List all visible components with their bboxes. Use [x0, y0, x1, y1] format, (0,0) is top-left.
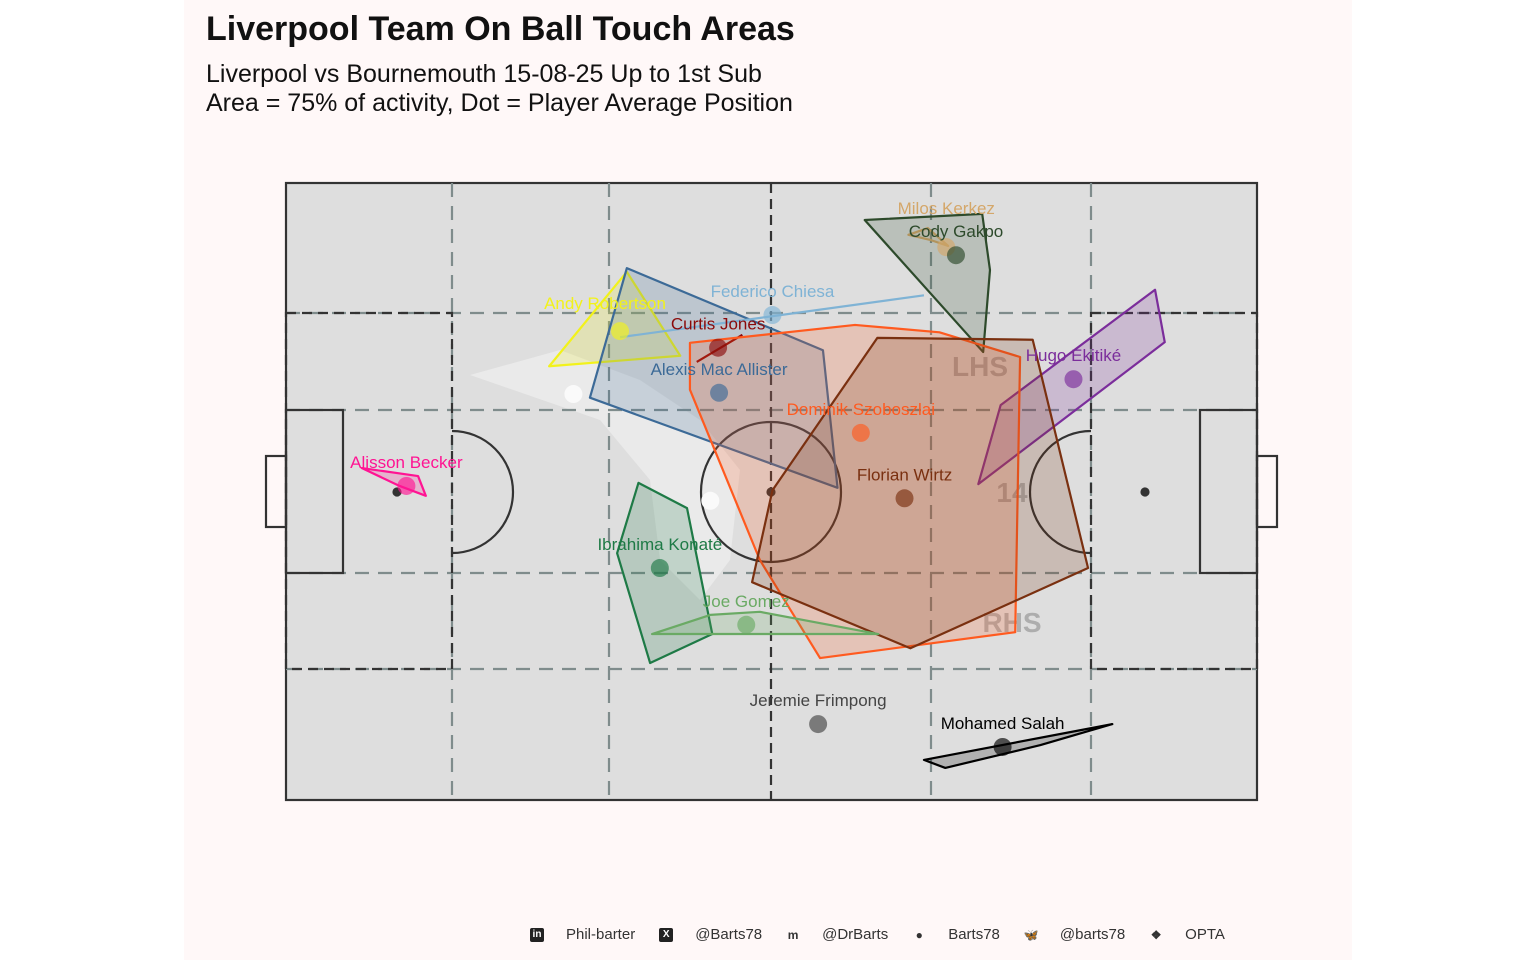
right-penalty-spot — [1140, 487, 1150, 497]
dot-alisson-becker — [397, 476, 416, 495]
chart-title: Liverpool Team On Ball Touch Areas — [206, 10, 795, 48]
bluesky-icon: 🦋 — [1023, 927, 1039, 942]
label-curtis-jones: Curtis Jones — [671, 315, 765, 334]
dot-dominik-szoboszlai — [851, 423, 870, 442]
label-andy-robertson: Andy Robertson — [544, 294, 666, 313]
footer-text: Phil-barter — [566, 926, 636, 943]
player-areas — [360, 212, 1166, 770]
dot-federico-chiesa — [763, 306, 782, 325]
x-icon: X — [659, 927, 674, 942]
footer-text: Barts78 — [948, 926, 1000, 943]
dot-jeremie-frimpong — [809, 715, 828, 734]
label-hugo-ekitike: Hugo Ekitiké — [1026, 346, 1121, 365]
centre-circle — [699, 420, 843, 564]
label-florian-wirtz: Florian Wirtz — [857, 465, 952, 484]
dot-hugo-ekitike — [1064, 370, 1083, 389]
zone-label-14: 14 — [996, 477, 1028, 508]
player-dots — [397, 238, 1083, 756]
label-joe-gomez: Joe Gomez — [703, 592, 790, 611]
right-d-arc — [1028, 429, 1092, 555]
dot-alexis-mac-allister — [710, 383, 729, 402]
right-goal — [1255, 454, 1279, 529]
area-alexis-mac-allister — [588, 267, 839, 489]
linkedin-icon: in — [530, 927, 544, 942]
dot-joe-gomez — [737, 615, 756, 634]
dot-andy-robertson — [611, 322, 630, 341]
label-dominik-szoboszlai: Dominik Szoboszlai — [787, 400, 935, 419]
touch-heatmap — [470, 350, 740, 600]
chart-subtitle-2: Area = 75% of activity, Dot = Player Ave… — [206, 89, 793, 117]
dot-ibrahima-konate — [650, 559, 669, 578]
player-labels: Alisson Becker Andy Robertson Alexis Mac A… — [350, 199, 1121, 733]
area-mohamed-salah — [922, 723, 1114, 770]
left-d-arc — [451, 429, 515, 555]
label-mohamed-salah: Mohamed Salah — [941, 714, 1065, 733]
label-federico-chiesa: Federico Chiesa — [711, 282, 835, 301]
dot-cody-gakpo — [946, 246, 965, 265]
mastodon-icon: m — [787, 927, 799, 942]
label-alisson-becker: Alisson Becker — [350, 453, 463, 472]
footer-text: @DrBarts — [822, 926, 889, 943]
area-andy-robertson — [548, 270, 682, 368]
area-florian-wirtz — [750, 336, 1090, 650]
dropbox-icon: ❖ — [1150, 927, 1162, 942]
label-ibrahima-konate: Ibrahima Konaté — [597, 535, 722, 554]
footer: in Phil-barter X @Barts78 m @DrBarts ● Barts78 🦋… — [530, 926, 1249, 943]
area-joe-gomez — [650, 610, 880, 636]
github-icon: ● — [915, 927, 923, 942]
label-jeremie-frimpong: Jeremie Frimpong — [750, 691, 887, 710]
label-alexis-mac-allister: Alexis Mac Allister — [651, 360, 788, 379]
unlabeled-dot — [701, 491, 720, 510]
label-cody-gakpo: Cody Gakpo — [909, 222, 1004, 241]
chart-subtitle-1: Liverpool vs Bournemouth 15-08-25 Up to … — [206, 60, 762, 88]
dot-curtis-jones — [709, 338, 728, 357]
footer-text: @Barts78 — [695, 926, 763, 943]
left-goal — [264, 454, 288, 529]
dot-florian-wirtz — [895, 489, 914, 508]
area-dominik-szoboszlai — [688, 323, 1022, 660]
zone-label-lhs: LHS — [952, 351, 1008, 382]
dot-mohamed-salah — [993, 737, 1012, 756]
unlabeled-dot — [564, 385, 583, 404]
footer-text: @barts78 — [1059, 926, 1126, 943]
footer-text: OPTA — [1185, 926, 1225, 943]
label-milos-kerkez: Milos Kerkez — [898, 199, 995, 218]
